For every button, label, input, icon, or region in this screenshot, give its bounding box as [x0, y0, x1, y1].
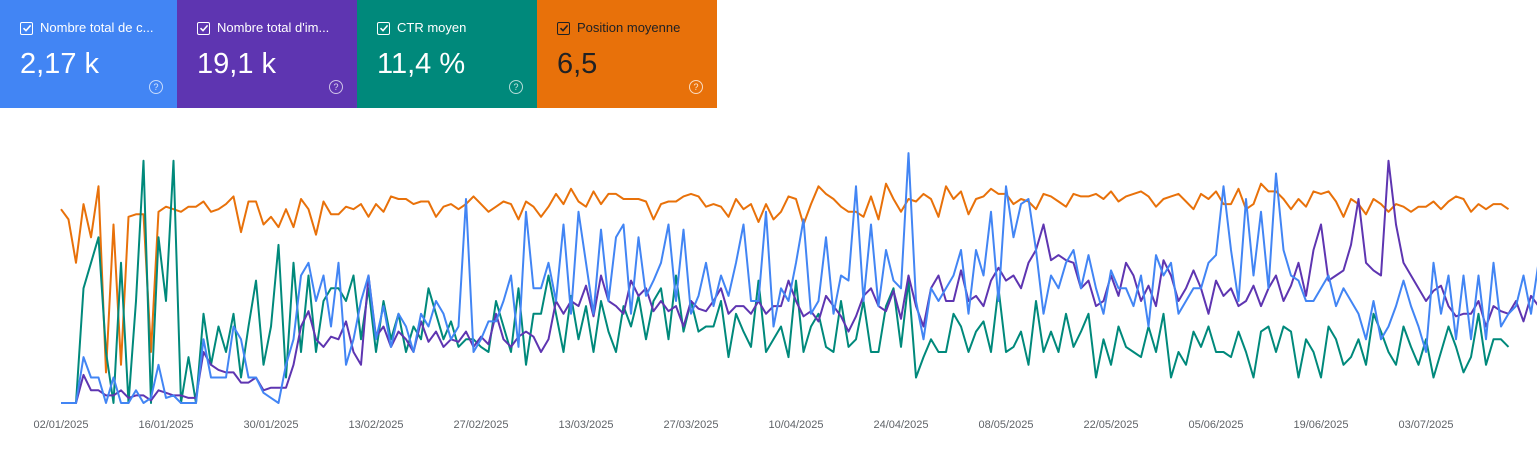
card-value: 6,5	[557, 48, 598, 80]
card-total-impressions[interactable]: Nombre total d'im... 19,1 k ?	[177, 0, 357, 108]
card-average-ctr[interactable]: CTR moyen 11,4 % ?	[357, 0, 537, 108]
card-label: CTR moyen	[397, 20, 467, 35]
card-header: Position moyenne	[557, 20, 697, 36]
x-tick-label: 24/04/2025	[873, 419, 928, 431]
x-tick-label: 13/02/2025	[348, 419, 403, 431]
help-icon[interactable]: ?	[329, 80, 343, 94]
card-value: 2,17 k	[20, 48, 99, 80]
x-tick-label: 03/07/2025	[1398, 419, 1453, 431]
series-line-2[interactable]	[61, 159, 1537, 404]
card-label: Position moyenne	[577, 20, 681, 35]
checkbox-checked-icon[interactable]	[377, 21, 390, 35]
card-average-position[interactable]: Position moyenne 6,5 ?	[537, 0, 717, 108]
checkbox-checked-icon[interactable]	[557, 21, 570, 35]
series-line-1[interactable]	[61, 159, 1510, 404]
card-header: CTR moyen	[377, 20, 517, 36]
x-tick-label: 10/04/2025	[768, 419, 823, 431]
x-axis: 02/01/2025 16/01/2025 30/01/2025 13/02/2025…	[33, 419, 1453, 431]
x-tick-label: 30/01/2025	[243, 419, 298, 431]
card-total-clicks[interactable]: Nombre total de c... 2,17 k ?	[0, 0, 177, 108]
series-layer	[60, 152, 1537, 404]
card-label: Nombre total de c...	[40, 20, 154, 35]
card-label: Nombre total d'im...	[217, 20, 330, 35]
card-header: Nombre total d'im...	[197, 20, 337, 36]
x-tick-label: 27/03/2025	[663, 419, 718, 431]
performance-chart[interactable]: 02/01/2025 16/01/2025 30/01/2025 13/02/2025…	[0, 108, 1537, 454]
x-tick-label: 22/05/2025	[1083, 419, 1138, 431]
x-tick-label: 16/01/2025	[138, 419, 193, 431]
metric-cards: Nombre total de c... 2,17 k ? Nombre tot…	[0, 0, 717, 108]
checkbox-checked-icon[interactable]	[197, 21, 210, 35]
series-line-0[interactable]	[60, 182, 1510, 374]
card-value: 11,4 %	[377, 48, 466, 80]
card-header: Nombre total de c...	[20, 20, 160, 36]
help-icon[interactable]: ?	[509, 80, 523, 94]
card-value: 19,1 k	[197, 48, 276, 80]
x-tick-label: 27/02/2025	[453, 419, 508, 431]
x-tick-label: 02/01/2025	[33, 419, 88, 431]
x-tick-label: 05/06/2025	[1188, 419, 1243, 431]
line-chart-svg[interactable]: 02/01/2025 16/01/2025 30/01/2025 13/02/2025…	[0, 108, 1537, 454]
series-line-3[interactable]	[61, 152, 1537, 404]
checkbox-checked-icon[interactable]	[20, 21, 33, 35]
x-tick-label: 13/03/2025	[558, 419, 613, 431]
x-tick-label: 08/05/2025	[978, 419, 1033, 431]
help-icon[interactable]: ?	[689, 80, 703, 94]
x-tick-label: 19/06/2025	[1293, 419, 1348, 431]
help-icon[interactable]: ?	[149, 80, 163, 94]
